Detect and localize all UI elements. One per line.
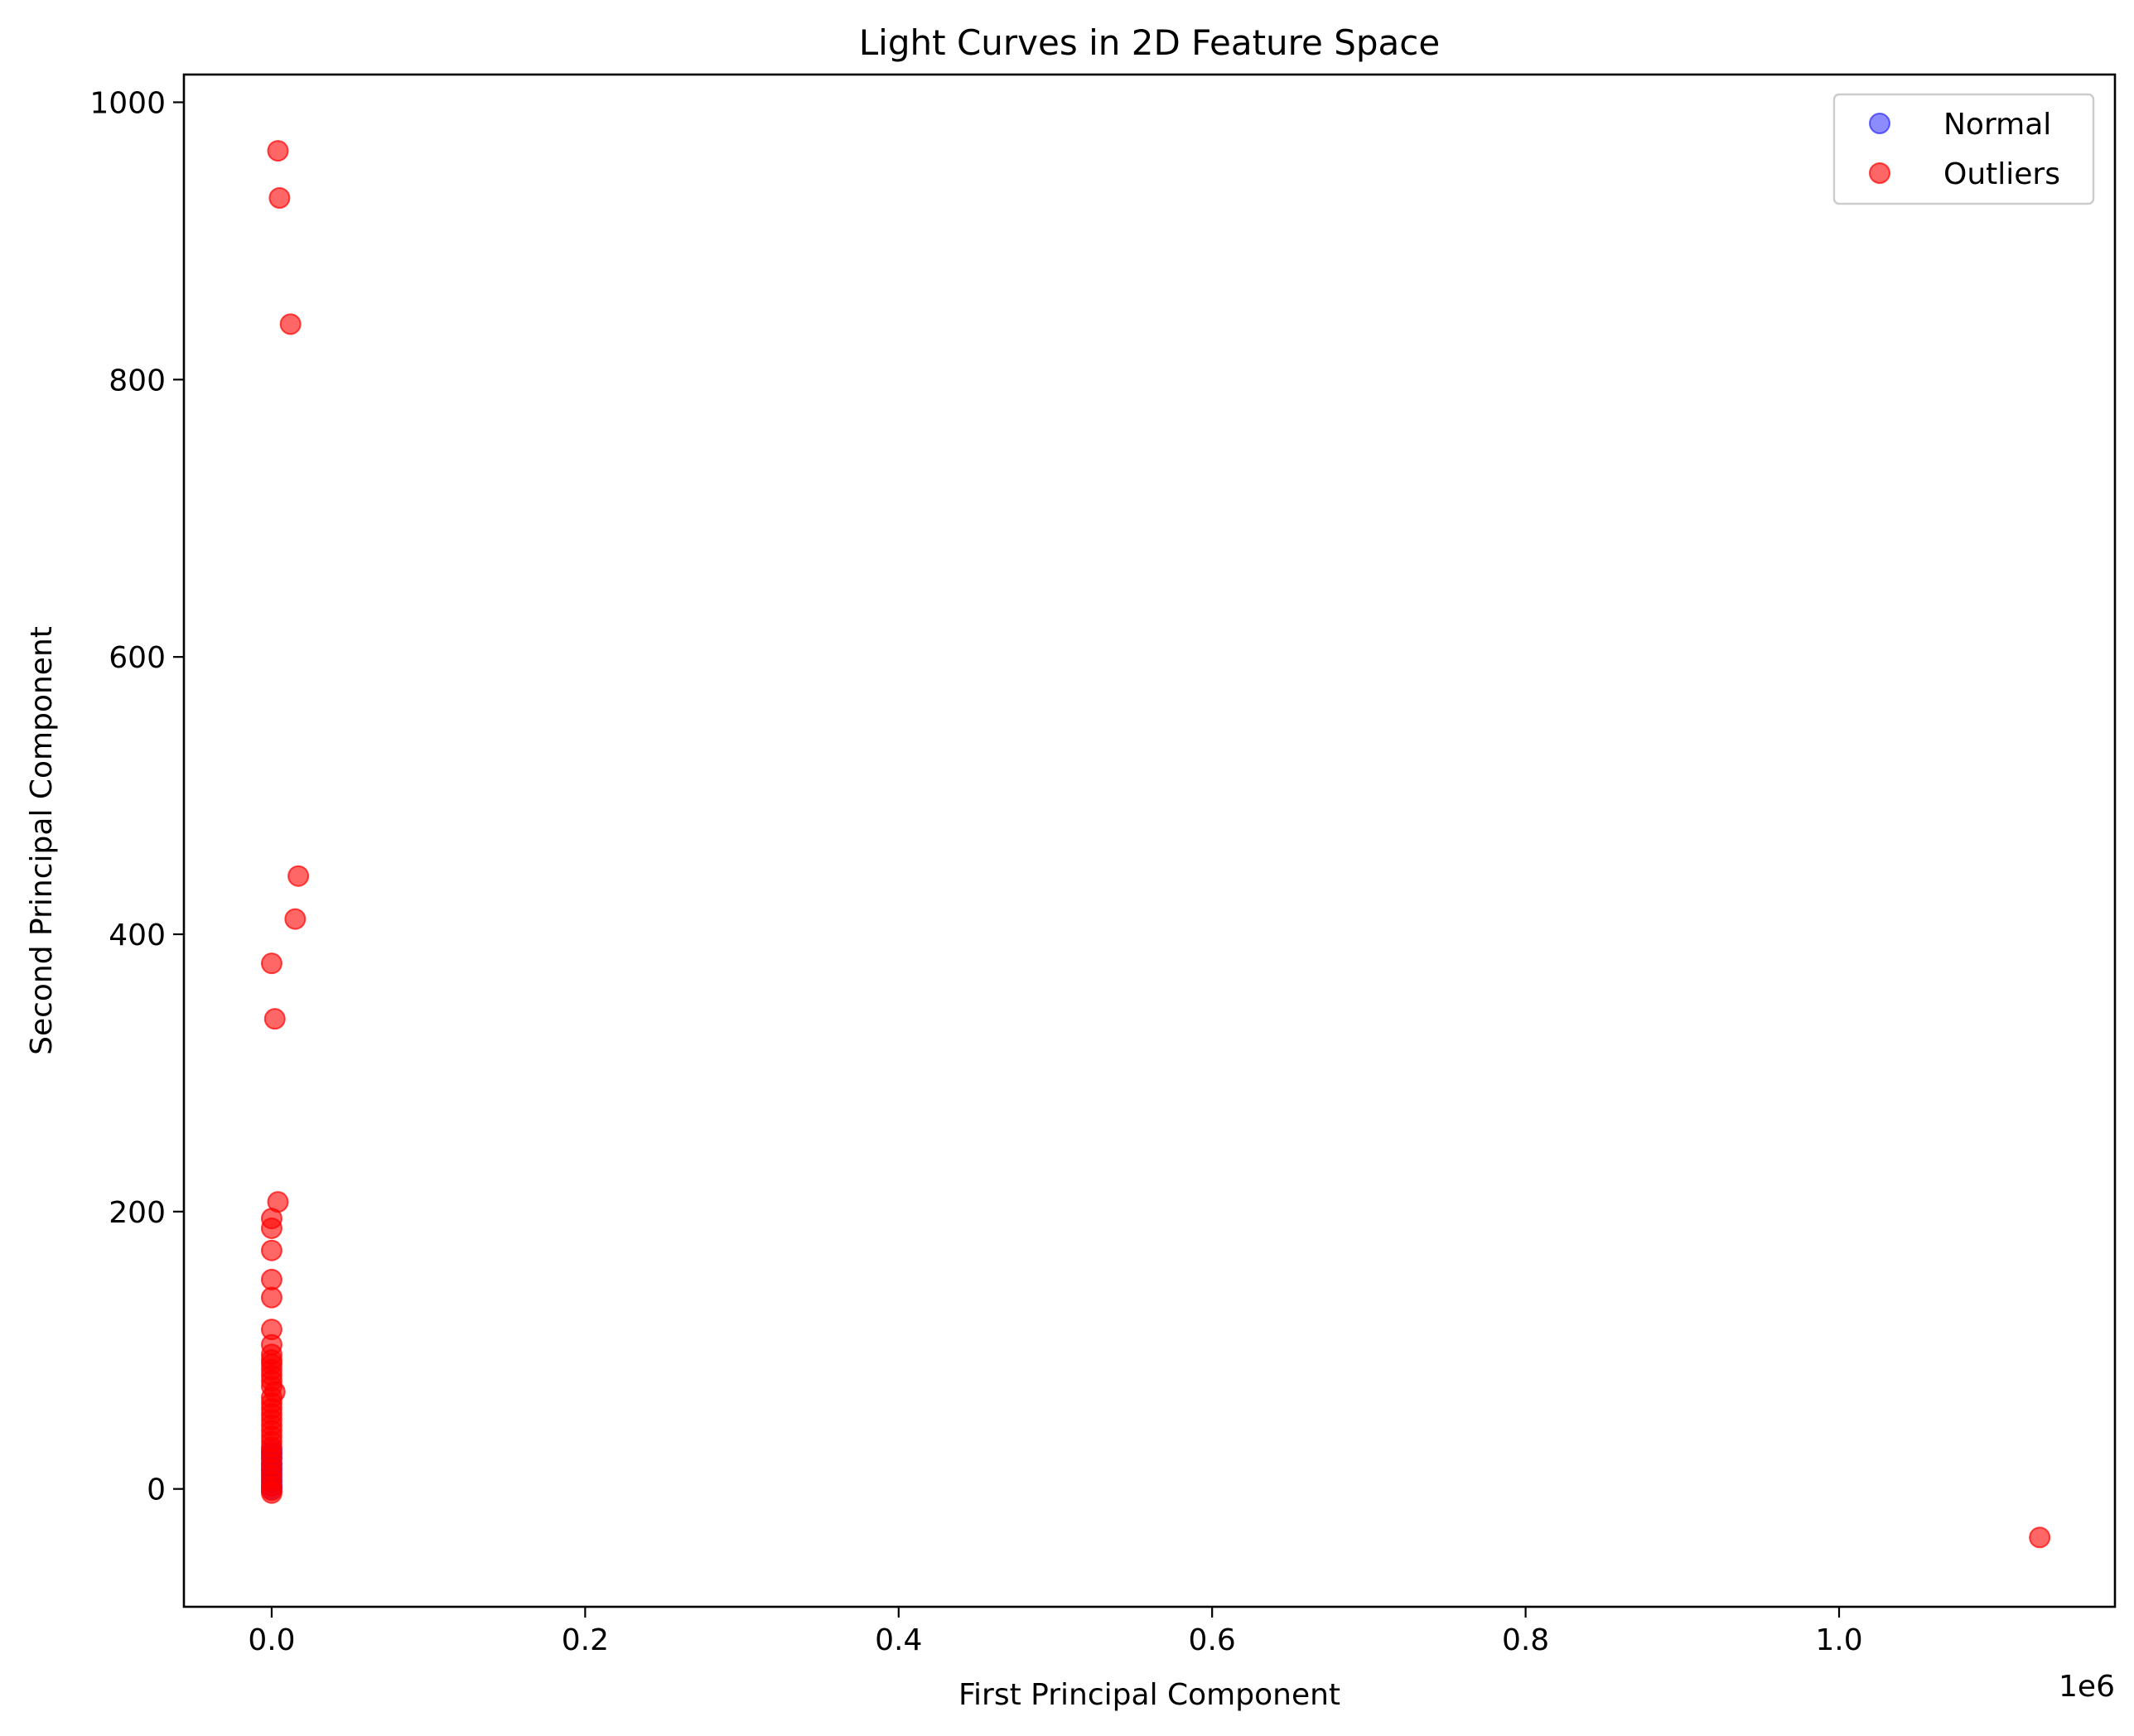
y-axis: 0 200 400 600 800 1000 xyxy=(89,86,184,1507)
data-point-outliers-11 xyxy=(260,1268,282,1290)
x-axis: 0.0 0.2 0.4 0.6 0.8 1.0 xyxy=(248,1607,1863,1657)
y-tick-label: 1000 xyxy=(89,86,166,120)
data-point-outliers-1 xyxy=(268,187,291,209)
legend-marker-outliers xyxy=(1869,162,1890,184)
chart-title: Light Curves in 2D Feature Space xyxy=(859,22,1440,63)
data-point-outliers-2 xyxy=(279,313,302,335)
legend-marker-normal xyxy=(1869,113,1890,134)
data-point-outliers-6 xyxy=(263,1008,286,1030)
y-tick-label: 800 xyxy=(109,364,166,398)
data-point-outliers-10 xyxy=(260,1239,282,1261)
legend: Normal Outliers xyxy=(1832,93,2095,205)
x-tick-label: 0.6 xyxy=(1189,1623,1236,1657)
x-tick-label: 1.0 xyxy=(1815,1623,1862,1657)
data-point-outliers-41 xyxy=(260,1482,282,1504)
y-axis-label: Second Principal Component xyxy=(25,626,59,1055)
data-point-outliers-42 xyxy=(2029,1526,2051,1549)
x-tick-label: 0.8 xyxy=(1502,1623,1549,1657)
legend-label-normal: Normal xyxy=(1943,108,2051,142)
y-tick-label: 600 xyxy=(109,641,166,675)
y-tick-label: 400 xyxy=(109,919,166,952)
y-tick-label: 200 xyxy=(109,1196,166,1230)
y-tick-label: 0 xyxy=(147,1473,166,1507)
plot-area-frame xyxy=(182,73,2117,1608)
x-axis-offset-text: 1e6 xyxy=(2059,1670,2115,1704)
x-tick-label: 0.4 xyxy=(875,1623,922,1657)
data-point-outliers-0 xyxy=(267,140,289,162)
data-point-outliers-12 xyxy=(260,1286,282,1309)
x-tick-label: 0.0 xyxy=(248,1623,295,1657)
data-point-outliers-9 xyxy=(260,1217,282,1239)
legend-label-outliers: Outliers xyxy=(1943,157,2060,191)
x-tick-label: 0.2 xyxy=(562,1623,609,1657)
data-point-outliers-3 xyxy=(287,865,310,887)
x-axis-label: First Principal Component xyxy=(958,1678,1340,1712)
data-point-outliers-4 xyxy=(284,908,307,930)
data-points xyxy=(260,140,2051,1549)
data-point-outliers-5 xyxy=(260,952,282,975)
legend-box xyxy=(1832,93,2095,205)
